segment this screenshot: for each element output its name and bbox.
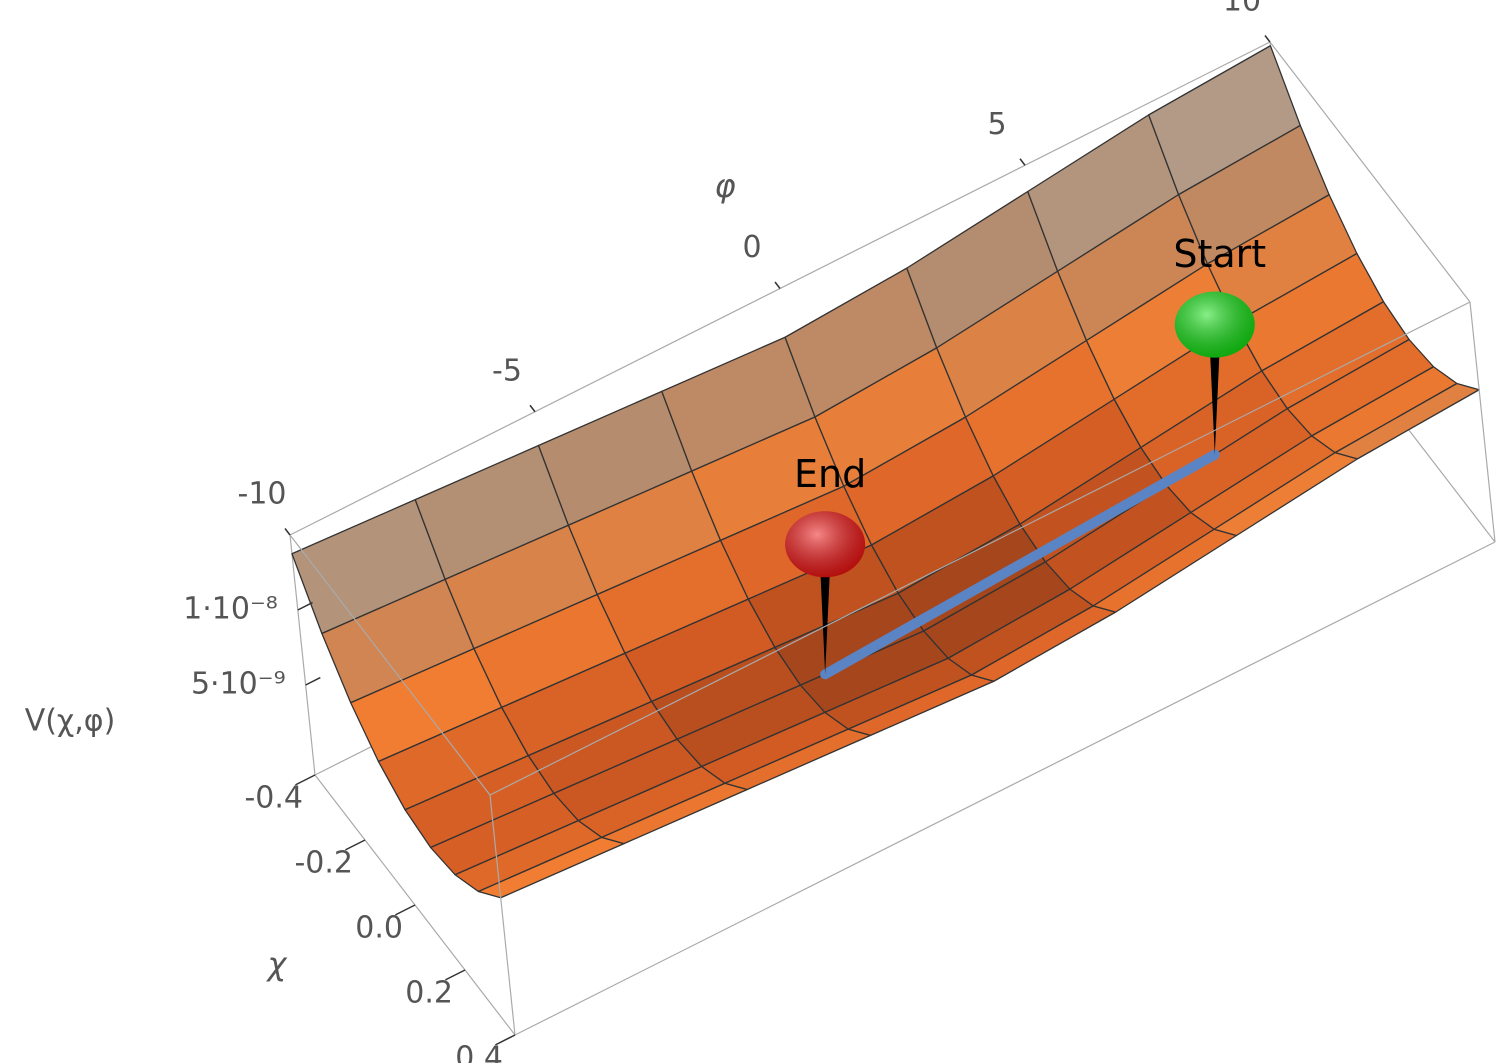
x-tick (284, 528, 291, 536)
z-tick-label: 5·10⁻⁹ (191, 667, 286, 702)
box-edge (514, 541, 1496, 1036)
z-axis-label: V(χ,φ) (25, 704, 116, 739)
y-tick-label: -0.4 (244, 781, 303, 816)
y-tick (445, 969, 466, 981)
z-tick (297, 601, 313, 611)
box-edge (489, 794, 516, 1036)
x-axis-label: φ (714, 167, 735, 205)
marker-shade (1174, 291, 1255, 358)
box-edge (289, 534, 491, 796)
y-tick-label: 0.2 (405, 976, 453, 1011)
y-tick (295, 774, 316, 786)
y-tick-label: 0.4 (455, 1041, 503, 1063)
y-tick-label: -0.2 (294, 846, 353, 881)
y-tick (345, 839, 366, 851)
marker-shade (785, 511, 866, 578)
x-tick (1264, 35, 1271, 43)
path-line (820, 449, 1220, 680)
x-tick-label: 0 (742, 230, 761, 265)
z-tick-label: 1·10⁻⁸ (183, 592, 278, 627)
box-edge (489, 301, 1471, 796)
x-tick (1019, 158, 1026, 166)
x-tick (774, 281, 781, 289)
box-edge (1469, 301, 1496, 543)
annotation: End (794, 452, 866, 496)
y-axis-label: χ (266, 945, 288, 983)
y-tick (495, 1034, 516, 1046)
x-tick-label: -10 (238, 477, 287, 512)
x-tick-label: 5 (987, 107, 1006, 142)
y-tick-label: 0.0 (355, 911, 403, 946)
z-tick (305, 676, 321, 686)
x-tick-label: -5 (492, 353, 522, 388)
y-tick (395, 904, 416, 916)
x-tick (529, 404, 536, 413)
x-tick-label: 10 (1223, 0, 1261, 19)
box-edge (289, 534, 316, 776)
box-edge (1269, 41, 1471, 303)
annotation: Start (1173, 232, 1266, 276)
